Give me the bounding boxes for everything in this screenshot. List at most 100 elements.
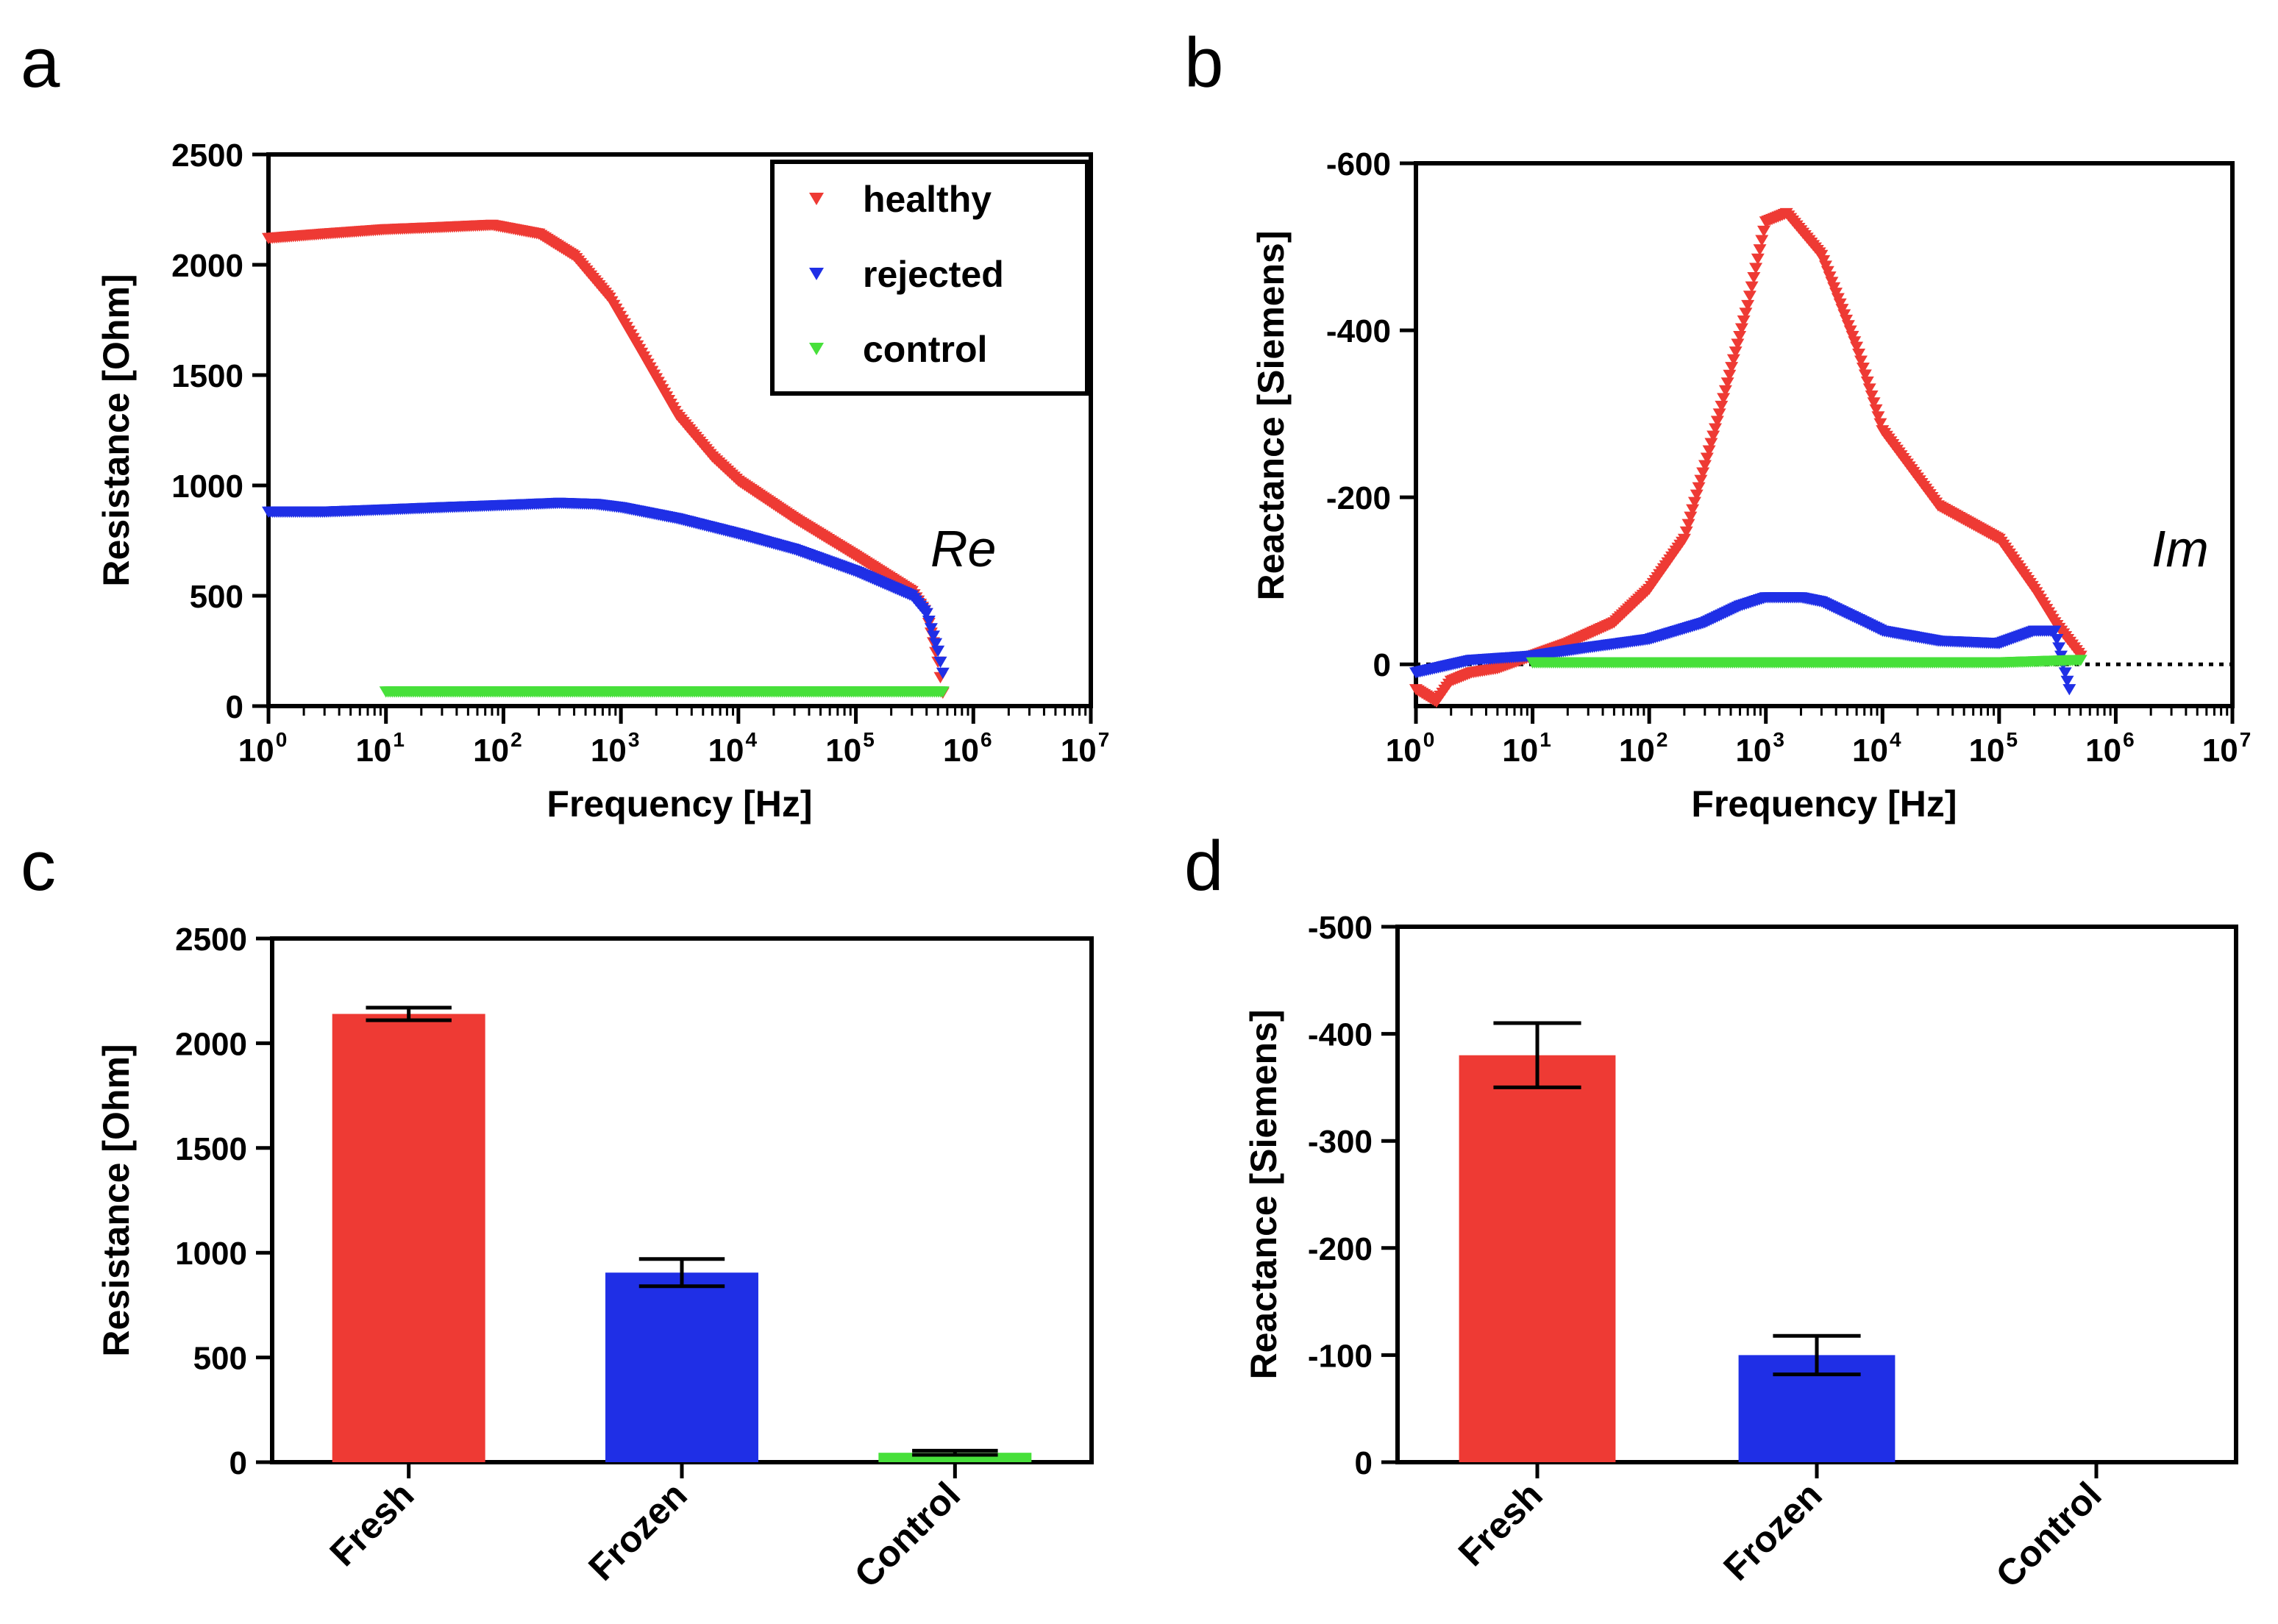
point-rejected: [924, 623, 938, 635]
chart-panel-b: 0 -200 -400 -600 100 101 102 103 104 105 106 107 Fr…: [1250, 146, 2251, 825]
point-healthy: [1739, 307, 1753, 319]
point-healthy: [1712, 408, 1726, 420]
chart-panel-c: 0 500 1000 1500 2000 2500 Fresh Frozen Control R…: [96, 922, 1094, 1595]
point-healthy: [1867, 397, 1881, 409]
point-healthy: [1718, 385, 1732, 397]
x-tick-label: 100: [238, 728, 288, 769]
point-healthy: [1741, 299, 1755, 312]
y-axis-title-b: Reactance [Siemens]: [1250, 230, 1292, 600]
point-control: [936, 686, 950, 698]
point-healthy: [1743, 291, 1756, 302]
x-tick-label: Fresh: [1451, 1474, 1551, 1574]
point-healthy: [1745, 281, 1759, 293]
x-tick-label: 106: [2085, 728, 2135, 769]
point-healthy: [1749, 263, 1763, 274]
x-tick-label: Fresh: [322, 1474, 422, 1574]
panel-letter-c: c: [21, 827, 56, 905]
bar-fresh: [332, 1014, 485, 1462]
legend-marker-control: [809, 343, 824, 355]
chart-panel-a: 0 500 1000 1500 2000 2500 100 101 102 103 104 105 10…: [96, 138, 1109, 825]
x-tick-label: 105: [1969, 728, 2018, 769]
x-tick-label: 103: [591, 728, 640, 769]
error-bar-control: [912, 1448, 998, 1457]
legend-label-control: control: [863, 329, 987, 370]
y-tick-label: 2000: [171, 248, 243, 284]
point-healthy: [1726, 354, 1740, 366]
point-healthy: [1715, 400, 1729, 413]
plot-frame-a: [266, 152, 1093, 708]
y-tick-label: -600: [1326, 146, 1391, 182]
legend-label-healthy: healthy: [863, 179, 992, 220]
legend-marker-healthy: [809, 193, 824, 205]
y-tick-label: 0: [1373, 647, 1391, 683]
bars-d: [1459, 1021, 1896, 1462]
point-healthy: [1733, 330, 1747, 343]
legend-label-rejected: rejected: [863, 254, 1004, 295]
point-healthy: [1687, 496, 1701, 508]
panel-letter-b: b: [1184, 24, 1223, 102]
error-bar-fresh: [366, 1005, 452, 1022]
legend-marker-rejected: [809, 268, 824, 280]
x-tick-label: 104: [1852, 728, 1901, 769]
point-healthy: [1729, 346, 1743, 358]
point-healthy: [1854, 355, 1868, 367]
y-tick-label: -400: [1308, 1017, 1373, 1053]
x-tick-label: 101: [355, 728, 405, 769]
panel-letter-d: d: [1184, 827, 1223, 905]
y-axis-title-a: Resistance [Ohm]: [96, 274, 137, 586]
point-healthy: [1852, 349, 1866, 360]
point-rejected: [2060, 675, 2074, 688]
point-rejected: [2062, 684, 2076, 696]
x-tick-label: Frozen: [1715, 1474, 1829, 1588]
y-tick-label: 1000: [175, 1236, 247, 1272]
point-healthy: [1753, 244, 1767, 256]
x-tick-label: 102: [473, 728, 522, 769]
x-tick-label: 100: [1386, 728, 1435, 769]
bars-c: [332, 1005, 1032, 1462]
x-tick-label: 101: [1502, 728, 1551, 769]
x-tick-label: Frozen: [580, 1474, 694, 1588]
legend-a: healthy rejected control: [770, 160, 1089, 396]
point-healthy: [1710, 416, 1724, 427]
y-tick-label: -400: [1326, 313, 1391, 349]
point-healthy: [1686, 504, 1700, 516]
point-healthy: [1755, 235, 1769, 246]
point-healthy: [1717, 393, 1731, 405]
point-healthy: [1700, 452, 1714, 464]
y-tick-label: 2500: [171, 138, 243, 174]
y-tick-label: 2500: [175, 922, 247, 958]
y-tick-label: -500: [1308, 910, 1373, 946]
point-healthy: [1747, 271, 1761, 284]
y-tick-label: 500: [190, 579, 243, 615]
point-rejected: [2058, 667, 2072, 679]
point-rejected: [2048, 625, 2062, 637]
y-tick-label: -200: [1308, 1231, 1373, 1267]
point-healthy: [1677, 533, 1691, 546]
point-healthy: [1725, 362, 1739, 374]
point-healthy: [1751, 253, 1765, 266]
y-tick-label: 1500: [175, 1131, 247, 1167]
point-rejected: [933, 656, 947, 669]
point-healthy: [1860, 376, 1874, 388]
point-healthy: [1873, 418, 1887, 430]
y-axis-title-d: Reactance [Siemens]: [1243, 1009, 1284, 1379]
y-axis-title-c: Resistance [Ohm]: [96, 1044, 137, 1356]
point-rejected: [2050, 633, 2064, 646]
x-axis-title-b: Frequency [Hz]: [1691, 783, 1957, 825]
point-healthy: [1756, 225, 1770, 238]
point-healthy: [1731, 338, 1745, 350]
x-tick-label: 105: [825, 728, 875, 769]
point-healthy: [1696, 467, 1710, 479]
data-marks-b: [1409, 207, 2087, 708]
point-healthy: [1737, 315, 1751, 327]
point-healthy: [1704, 438, 1718, 449]
x-tick-label: 103: [1735, 728, 1784, 769]
point-control: [2074, 655, 2087, 666]
point-healthy: [1706, 430, 1720, 442]
bar-frozen: [605, 1272, 758, 1462]
annotation-im: Im: [2151, 520, 2209, 577]
data-marks-a: [262, 219, 950, 699]
x-tick-label: 106: [943, 728, 992, 769]
y-tick-label: -300: [1308, 1124, 1373, 1160]
